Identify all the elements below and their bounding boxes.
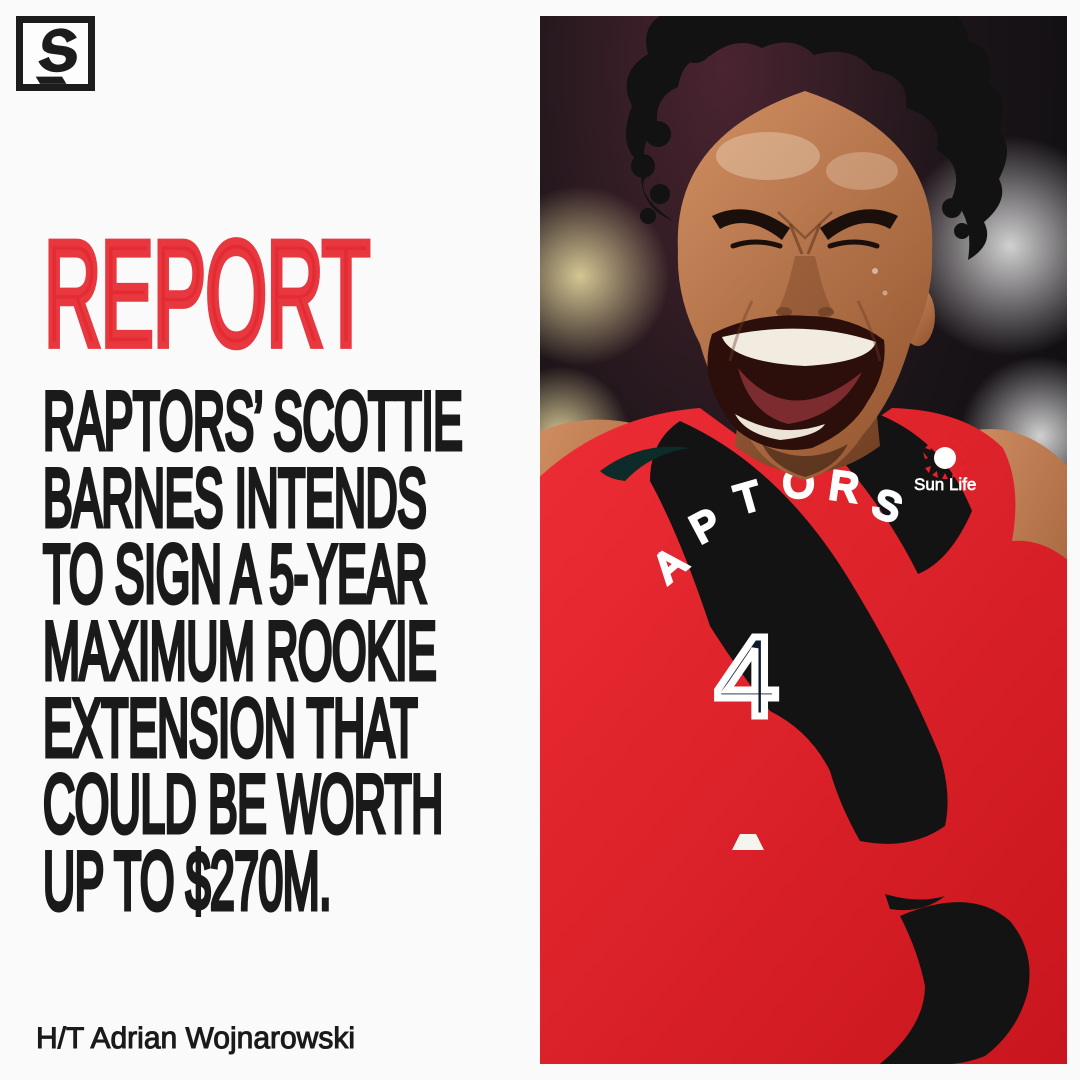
svg-text:4: 4 [715, 613, 779, 741]
svg-text:Sun Life: Sun Life [914, 475, 977, 494]
